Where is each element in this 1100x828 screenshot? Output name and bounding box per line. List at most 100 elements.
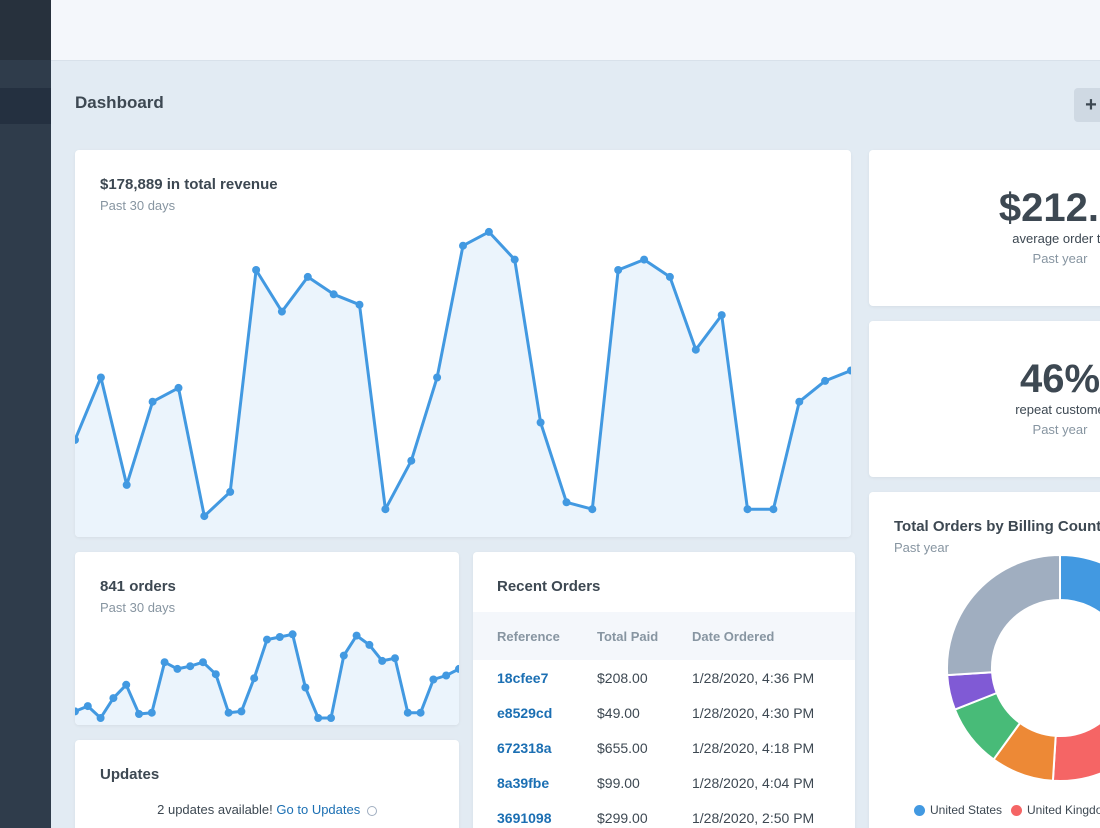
data-point [275,633,284,641]
data-point [339,651,348,660]
data-point [381,505,390,514]
data-point [665,272,674,281]
order-reference-link[interactable]: e8529cd [497,705,553,721]
table-row[interactable]: 18cfee7 $208.00 1/28/2020, 4:36 PM [473,660,855,695]
top-bar [51,0,1100,61]
order-total: $49.00 [597,705,640,721]
updates-link[interactable]: Go to Updates [276,802,361,817]
order-total: $299.00 [597,810,648,826]
billing-country-subtitle: Past year [894,540,949,555]
billing-country-title: Total Orders by Billing Count [894,518,1100,535]
column-header-date-ordered[interactable]: Date Ordered [692,629,775,644]
data-point [455,664,459,673]
legend-label: United States [930,803,1003,817]
repeat-customers-subtitle: Past year [1032,422,1088,437]
data-point [277,307,286,316]
data-point [75,707,79,716]
data-point [391,654,399,663]
orders-subtitle: Past 30 days [100,600,176,615]
data-point [795,397,804,406]
data-point [352,631,361,640]
order-total: $99.00 [597,775,640,791]
order-reference-link[interactable]: 672318a [497,740,552,756]
legend-item-united-states[interactable]: United States [914,803,1002,817]
table-row[interactable]: 3691098 $299.00 1/28/2020, 2:50 PM [473,800,855,828]
data-point [510,255,519,264]
data-point [83,702,92,711]
legend-label: United Kingdo [1027,803,1100,817]
table-row[interactable]: 672318a $655.00 1/28/2020, 4:18 PM [473,730,855,765]
data-point [226,487,235,496]
data-point [288,630,297,639]
legend-swatch [914,804,925,816]
table-row[interactable]: e8529cd $49.00 1/28/2020, 4:30 PM [473,695,855,730]
data-point [200,512,209,521]
order-date: 1/28/2020, 4:18 PM [692,740,815,756]
data-point [416,708,425,717]
order-reference-link[interactable]: 3691098 [497,810,552,826]
data-point [717,311,726,320]
series-area [75,231,851,537]
data-point [847,366,851,375]
data-point [122,480,131,489]
data-point [355,300,364,309]
recent-orders-title: Recent Orders [497,578,601,595]
data-point [403,708,412,717]
repeat-customers-value: 46% [1019,357,1100,401]
updates-card: Updates 2 updates available! Go to Updat… [75,740,459,828]
column-header-total-paid[interactable]: Total Paid [597,629,659,644]
donut-slice [1051,721,1100,783]
revenue-subtitle: Past 30 days [100,198,176,213]
data-point [407,456,416,465]
data-point [303,272,312,281]
data-point [173,664,182,673]
sidebar-item-active[interactable] [0,88,51,124]
revenue-chart [75,227,851,537]
sidebar [0,0,51,828]
data-point [237,707,246,716]
chevron-circle-right-icon[interactable] [366,805,377,816]
data-point [588,505,597,514]
column-header-reference[interactable]: Reference [497,629,560,644]
data-point [329,290,338,299]
data-point [562,498,571,507]
order-reference-link[interactable]: 18cfee7 [497,670,549,686]
data-point [769,505,778,514]
table-header: Reference Total Paid Date Ordered [473,612,855,660]
data-point [327,714,335,722]
order-date: 1/28/2020, 2:50 PM [692,810,815,826]
orders-title: 841 orders [100,578,176,595]
avg-order-label: average order to [1012,231,1100,246]
repeat-customers-label: repeat custome [1015,402,1100,417]
data-point [96,714,105,722]
data-point [75,435,79,444]
legend-item-united-kingdom[interactable]: United Kingdo [1011,803,1100,817]
revenue-title: $178,889 in total revenue [100,176,278,193]
donut-slice [1059,553,1100,615]
orders-card: 841 orders Past 30 days [75,552,459,725]
data-point [174,383,183,392]
order-total: $655.00 [597,740,648,756]
updates-message: 2 updates available! Go to Updates [75,802,459,817]
data-point [148,397,157,406]
page-title: Dashboard [75,93,164,112]
legend-swatch [1011,804,1022,816]
data-point [147,708,156,717]
data-point [186,662,195,671]
repeat-customers-card: 46% repeat custome Past year [869,321,1100,477]
data-point [743,505,752,514]
data-point [160,658,169,667]
order-date: 1/28/2020, 4:30 PM [692,705,815,721]
add-button[interactable]: + [1074,88,1100,122]
data-point [250,674,259,683]
data-point [365,640,374,649]
billing-country-card: Total Orders by Billing Count Past year … [869,492,1100,828]
table-row[interactable]: 8a39fbe $99.00 1/28/2020, 4:04 PM [473,765,855,800]
avg-order-subtitle: Past year [1032,251,1088,266]
series-area [75,634,459,725]
data-point [433,373,442,382]
data-point [536,418,545,427]
data-point [459,241,467,250]
data-point [442,671,451,680]
order-reference-link[interactable]: 8a39fbe [497,775,550,791]
